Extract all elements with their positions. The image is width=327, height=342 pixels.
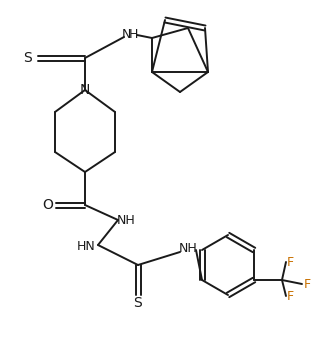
Text: NH: NH bbox=[117, 213, 135, 226]
Text: O: O bbox=[43, 198, 53, 212]
Text: S: S bbox=[24, 51, 32, 65]
Text: N: N bbox=[121, 28, 131, 41]
Text: NH: NH bbox=[179, 241, 198, 254]
Text: F: F bbox=[286, 289, 294, 303]
Text: N: N bbox=[80, 83, 90, 97]
Text: HN: HN bbox=[77, 240, 95, 253]
Text: S: S bbox=[134, 296, 142, 310]
Text: F: F bbox=[303, 277, 311, 290]
Text: F: F bbox=[286, 255, 294, 268]
Text: H: H bbox=[128, 28, 138, 41]
